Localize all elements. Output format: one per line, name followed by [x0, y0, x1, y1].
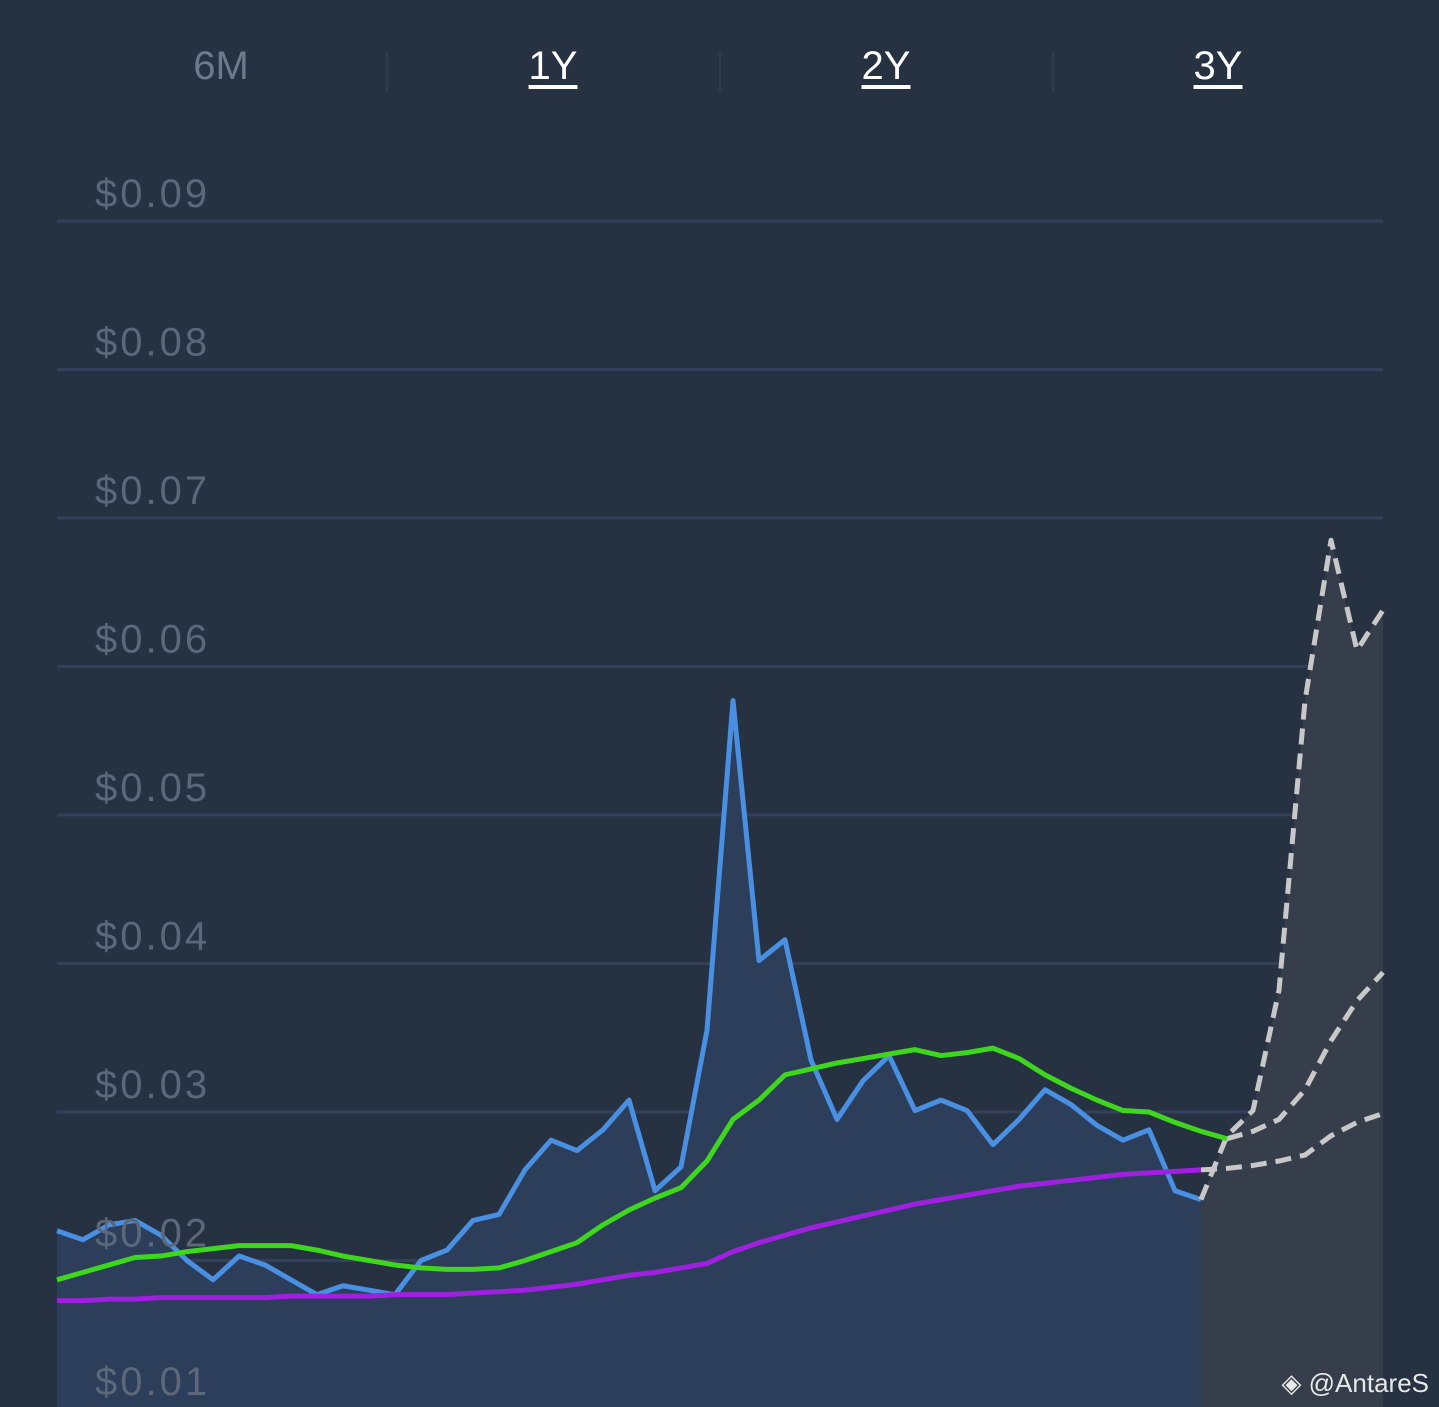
- area: [1201, 540, 1383, 1407]
- tab[interactable]: 2Y: [861, 44, 911, 88]
- tab[interactable]: 6M: [193, 44, 249, 88]
- price-line: [56, 698, 1202, 1298]
- y-tick-label: $0.02: [95, 1212, 210, 1256]
- watermark: ◈ @AntareS: [1281, 1368, 1429, 1398]
- forecast-line: [1226, 970, 1385, 1142]
- price-line: [57, 1167, 1202, 1304]
- y-tick-label: $0.09: [95, 172, 210, 216]
- y-tick-label: $0.05: [95, 766, 210, 810]
- y-tick-label: $0.03: [95, 1063, 210, 1107]
- y-tick-label: $0.06: [95, 618, 210, 662]
- forecast-line: [1198, 537, 1386, 1201]
- y-tick-label: $0.08: [95, 321, 210, 365]
- forecast-line: [1200, 1111, 1384, 1173]
- y-tick-label: $0.04: [95, 915, 210, 959]
- tab-separator: [1052, 52, 1054, 92]
- tab[interactable]: 1Y: [528, 44, 578, 88]
- y-tick-label: $0.01: [95, 1360, 210, 1404]
- tab-separator: [386, 52, 388, 92]
- tab[interactable]: 3Y: [1193, 44, 1243, 88]
- tab-separator: [719, 52, 721, 92]
- area: [57, 700, 1201, 1407]
- y-tick-label: $0.07: [95, 469, 210, 513]
- watermark-text: @AntareS: [1308, 1368, 1429, 1398]
- price-line: [56, 1045, 1228, 1283]
